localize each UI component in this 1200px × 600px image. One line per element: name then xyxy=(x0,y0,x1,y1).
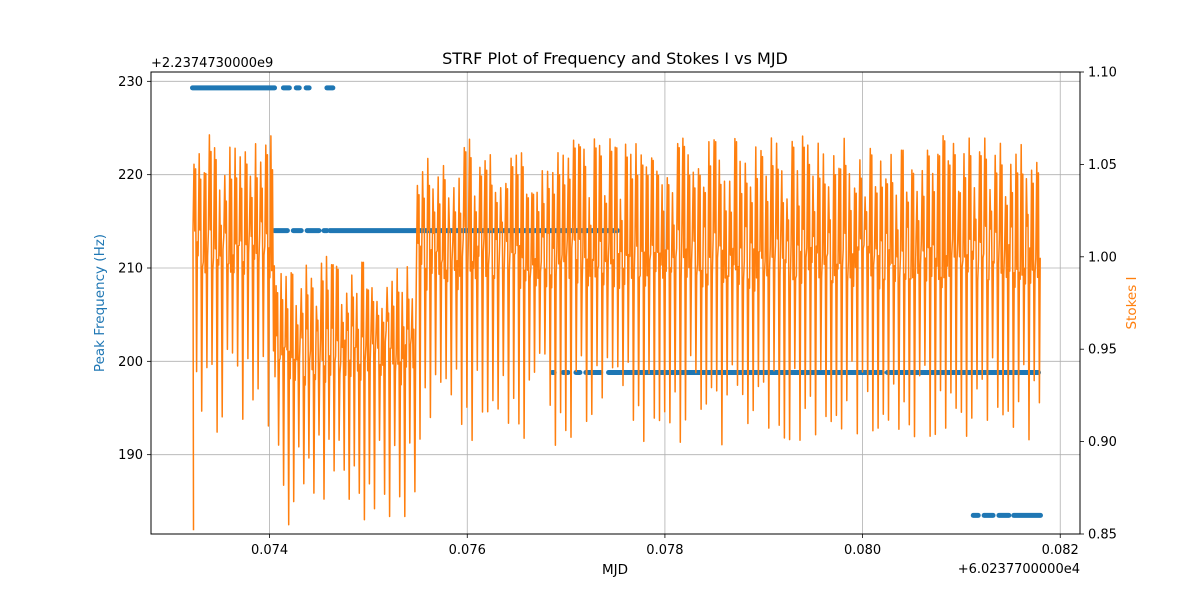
y-left-tick-label: 210 xyxy=(118,262,143,277)
y-right-tick-label: 0.95 xyxy=(1088,343,1117,358)
y-right-tick-label: 0.85 xyxy=(1088,528,1117,543)
y-left-tick-label: 200 xyxy=(118,355,143,370)
plot-frame xyxy=(150,71,1081,535)
x-tick-label: 0.076 xyxy=(449,543,486,558)
y-left-tick-label: 190 xyxy=(118,448,143,463)
y-left-tick-label: 220 xyxy=(118,168,143,183)
y-left-tick-label: 230 xyxy=(118,75,143,90)
y-right-tick-label: 1.10 xyxy=(1088,66,1117,81)
x-tick-label: 0.078 xyxy=(646,543,683,558)
x-tick-label: 0.074 xyxy=(251,543,288,558)
stokes-line xyxy=(192,134,1041,531)
y-right-tick-label: 1.00 xyxy=(1088,250,1117,265)
y-left-axis-label: Peak Frequency (Hz) xyxy=(92,234,108,372)
x-axis-label: MJD xyxy=(602,562,628,578)
y-right-tick-label: 1.05 xyxy=(1088,158,1117,173)
y-left-offset-label: +2.2374730000e9 xyxy=(151,56,273,71)
chart-title: STRF Plot of Frequency and Stokes I vs M… xyxy=(442,49,788,68)
axis-ticks: 0.074 0.076 0.078 0.080 0.082 190 200 210 220 230… xyxy=(118,66,1117,559)
x-offset-label: +6.0237700000e4 xyxy=(958,562,1080,577)
x-tick-label: 0.080 xyxy=(844,543,881,558)
y-right-tick-label: 0.90 xyxy=(1088,435,1117,450)
y-right-axis-label: Stokes I xyxy=(1124,276,1140,329)
stokes-series xyxy=(192,134,1041,531)
x-tick-label: 0.082 xyxy=(1042,543,1079,558)
